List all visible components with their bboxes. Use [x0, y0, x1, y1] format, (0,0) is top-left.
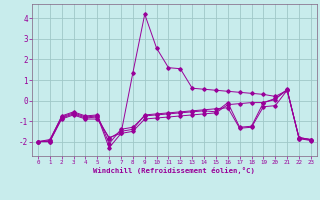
- X-axis label: Windchill (Refroidissement éolien,°C): Windchill (Refroidissement éolien,°C): [93, 167, 255, 174]
